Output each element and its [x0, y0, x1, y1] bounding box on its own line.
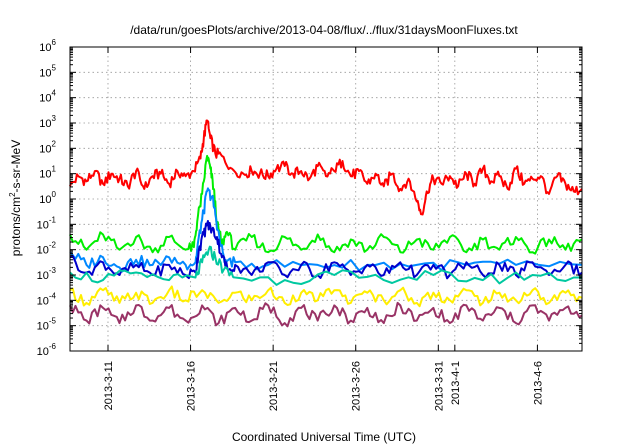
- series-line: [69, 245, 582, 286]
- grid: [70, 47, 582, 351]
- y-axis-label: protons/cm2-s-sr-MeV: [8, 140, 23, 256]
- series-lines: [69, 119, 583, 328]
- y-tick-label: 10-6: [37, 342, 57, 358]
- y-tick-label: 103: [39, 114, 56, 130]
- y-axis-label-sup: 2: [8, 192, 17, 197]
- y-tick-label: 101: [39, 165, 56, 181]
- y-tick-label: 106: [39, 38, 56, 54]
- x-tick-label: 2013-4-1: [450, 361, 462, 405]
- y-tick-label: 10-5: [37, 317, 57, 333]
- y-tick-label: 10-3: [37, 266, 57, 282]
- y-axis-label-rest: -s-sr-MeV: [9, 140, 23, 193]
- x-tick-label: 2013-3-16: [186, 361, 198, 411]
- y-tick-label: 10-4: [37, 291, 57, 307]
- y-tick-label: 105: [39, 63, 56, 79]
- x-tick-label: 2013-3-21: [268, 361, 280, 411]
- x-tick-label: 2013-3-31: [433, 361, 445, 411]
- y-tick-label: 10-1: [37, 215, 57, 231]
- x-axis-label: Coordinated Universal Time (UTC): [232, 430, 416, 444]
- y-axis-ticks: 10-6 10-5 10-4 10-3 10-2 10-1 100 101 102 103 104 1…: [37, 38, 582, 358]
- y-tick-label: 104: [39, 89, 56, 105]
- series-line: [69, 220, 583, 280]
- x-tick-label: 2013-3-11: [103, 361, 115, 410]
- series-line: [69, 301, 583, 328]
- y-tick-label: 102: [39, 139, 56, 155]
- y-axis-label-base: protons/cm: [9, 197, 23, 256]
- x-tick-label: 2013-4-6: [532, 361, 544, 405]
- series-line: [69, 187, 583, 273]
- chart-title: /data/run/goesPlots/archive/2013-04-08/f…: [130, 23, 518, 37]
- x-tick-label: 2013-3-26: [351, 361, 363, 411]
- series-line: [69, 119, 583, 216]
- series-line: [69, 285, 583, 308]
- y-tick-label: 100: [39, 190, 56, 206]
- x-axis-ticks: 2013-3-11 2013-3-16 2013-3-21 2013-3-26 2013…: [103, 47, 544, 411]
- y-tick-label: 10-2: [37, 241, 57, 257]
- series-line: [69, 154, 583, 255]
